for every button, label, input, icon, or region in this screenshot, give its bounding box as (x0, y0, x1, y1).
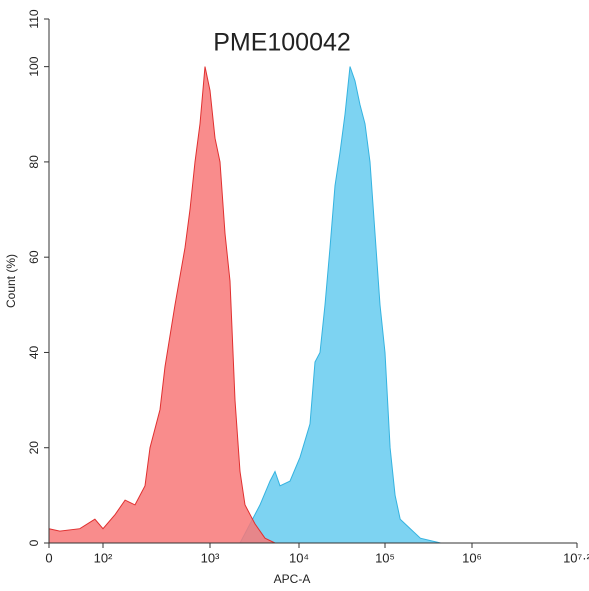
x-axis-label: APC-A (274, 572, 311, 586)
histogram-area (48, 66, 276, 544)
chart-title: PME100042 (213, 29, 351, 57)
x-tick-label: 10⁷·² (563, 550, 589, 565)
y-tick-label: 20 (27, 441, 41, 455)
x-tick-label: 10³ (201, 550, 220, 565)
y-tick-label: 40 (27, 345, 41, 359)
y-tick-label: 110 (27, 9, 41, 28)
histogram-area (239, 66, 441, 544)
y-axis-label: Count (%) (4, 254, 18, 308)
y-tick-label: 0 (27, 539, 41, 546)
x-tick-label: 0 (45, 550, 52, 565)
x-tick-label: 10⁶ (462, 550, 482, 565)
y-tick-label: 80 (27, 155, 41, 169)
y-tick-label: 60 (27, 250, 41, 264)
y-tick-label: 100 (27, 56, 41, 76)
x-tick-label: 10² (94, 550, 113, 565)
x-tick-label: 10⁵ (375, 550, 395, 565)
x-tick-label: 10⁴ (289, 550, 309, 565)
